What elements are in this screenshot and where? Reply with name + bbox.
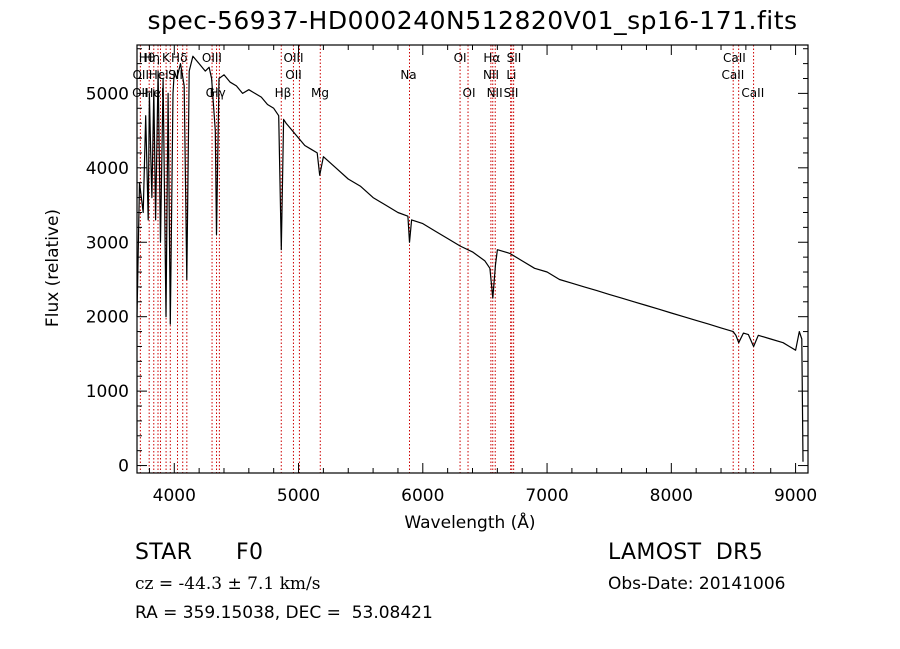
line-label: Li (506, 68, 516, 82)
line-label: OI (454, 51, 467, 65)
y-tick-label: 2000 (86, 308, 129, 328)
line-label: Hγ (210, 86, 226, 100)
x-tick-label: 5000 (277, 486, 320, 506)
line-label: CaII (723, 51, 746, 65)
y-axis-label: Flux (relative) (43, 209, 63, 327)
line-label: HeI (144, 86, 164, 100)
line-label: HeI (149, 68, 169, 82)
x-tick-label: 6000 (401, 486, 444, 506)
line-label: NII (487, 86, 503, 100)
line-label: Na (400, 68, 416, 82)
y-tick-label: 0 (118, 457, 129, 477)
coordinates: RA = 359.15038, DEC = 53.08421 (135, 603, 433, 623)
object-subclass: F0 (236, 540, 264, 565)
line-label: Hα (483, 51, 500, 65)
line-label: Hθ (139, 51, 155, 65)
y-tick-label: 4000 (86, 159, 129, 179)
object-class: STAR (135, 540, 193, 565)
y-tick-label: 5000 (86, 84, 129, 104)
obs-date: Obs-Date: 20141006 (608, 574, 786, 594)
axis-ticks: 4000 5000 6000 7000 8000 9000 0 1000 2000 3000 400… (86, 45, 817, 506)
y-tick-label: 3000 (86, 233, 129, 253)
plot-axes (136, 44, 809, 474)
chart-title: spec-56937-HD000240N512820V01_sp16-171.f… (147, 6, 798, 35)
spectrum-series (136, 55, 804, 462)
plot-frame (136, 44, 809, 474)
line-label: Hβ (275, 86, 292, 100)
survey-name: LAMOST DR5 (608, 540, 764, 565)
line-label: OIII (202, 51, 222, 65)
spectrum-line (136, 55, 804, 462)
line-label: OII (285, 68, 302, 82)
line-label: G (206, 86, 215, 100)
spectral-line-markers (139, 45, 755, 473)
line-label: Hη (143, 51, 160, 65)
x-tick-label: 9000 (774, 486, 817, 506)
redshift-info: cz = -44.3 ± 7.1 km/s (135, 574, 321, 594)
x-axis-label: Wavelength (Å) (404, 511, 535, 533)
line-label: Mg (311, 86, 329, 100)
y-tick-label: 1000 (86, 382, 129, 402)
line-label: OII (132, 86, 149, 100)
line-label: NII (483, 68, 499, 82)
line-label: SII (504, 86, 519, 100)
line-label: SII (168, 68, 183, 82)
line-label: OII (132, 68, 149, 82)
line-label: CaII (741, 86, 764, 100)
line-label: Hδ (171, 51, 187, 65)
x-tick-label: 8000 (650, 486, 693, 506)
line-label: SII (507, 51, 522, 65)
line-label: OIII (284, 51, 304, 65)
line-label: OI (463, 86, 476, 100)
line-label: K (162, 51, 171, 65)
x-tick-label: 7000 (525, 486, 568, 506)
line-label: CaII (722, 68, 745, 82)
x-tick-label: 4000 (153, 486, 196, 506)
